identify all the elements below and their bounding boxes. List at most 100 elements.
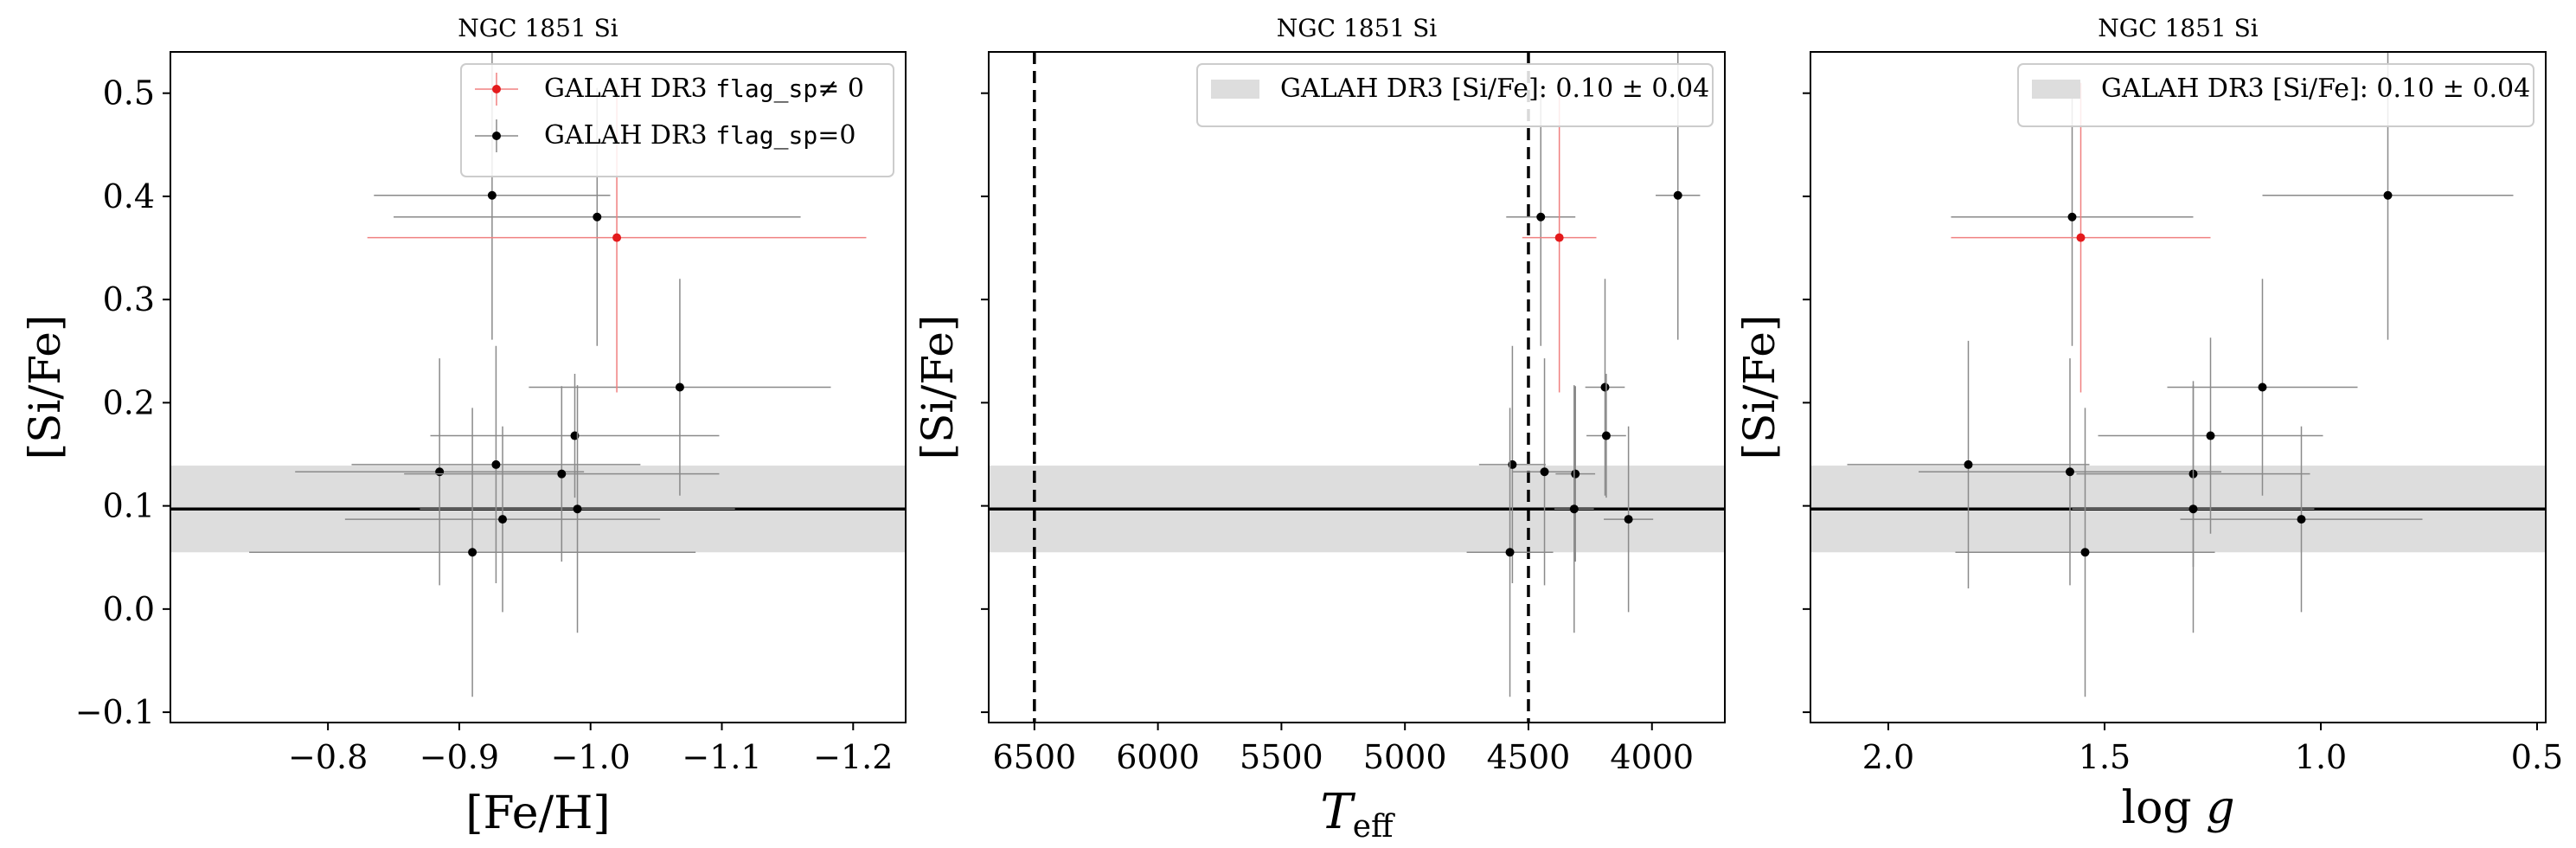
legend-swatch: [1211, 80, 1259, 99]
x-tick-label: 2.0: [1862, 738, 1914, 776]
y-tick-label: −0.1: [75, 693, 155, 731]
panel-title: NGC 1851 Si: [458, 14, 618, 42]
data-point: [1540, 467, 1549, 477]
legend: GALAH DR3 [Si/Fe]: 0.10 ± 0.04: [1196, 63, 1714, 127]
legend-label-suffix: =0: [817, 120, 855, 151]
series-flag-sp-0: [1466, 52, 1701, 697]
y-tick-label: 0.5: [103, 74, 155, 112]
x-axis-label: Teff: [1320, 784, 1395, 845]
x-tick-label: 4000: [1610, 738, 1694, 776]
data-point: [1505, 548, 1515, 557]
data-point: [1964, 459, 1973, 469]
panel-title: NGC 1851 Si: [1277, 14, 1438, 42]
legend-item: GALAH DR3 [Si/Fe]: 0.10 ± 0.04: [2032, 74, 2530, 104]
axes-frame: [988, 51, 1726, 723]
legend-label: GALAH DR3 [Si/Fe]: 0.10 ± 0.04: [1280, 74, 1709, 104]
x-tick-label: 6000: [1116, 738, 1200, 776]
x-tick-label: −1.2: [813, 738, 893, 776]
data-point: [1624, 515, 1633, 524]
x-tick-label: −1.1: [682, 738, 761, 776]
y-tick-label: 0.4: [103, 177, 155, 215]
y-tick-label: 0.2: [103, 383, 155, 421]
data-point: [593, 212, 602, 222]
data-point: [1601, 431, 1611, 440]
legend-label-code: flag_sp: [715, 121, 817, 151]
panel-3: 2.0 1.5 1.0 0.5 NGC 1851 Si [Si/Fe] log g GALAH…: [1734, 14, 2563, 834]
x-axis-label: [Fe/H]: [465, 787, 610, 839]
y-tick-label: 0.3: [103, 280, 155, 318]
x-tick-label: −0.9: [420, 738, 499, 776]
panel-2: 6500 6000 5500 5000 4500 4000 NGC 1851 Si [Si/F…: [913, 14, 1726, 845]
data-point: [487, 190, 497, 200]
y-axis-label: [Si/Fe]: [1734, 315, 1785, 460]
y-tick-label: 0.0: [103, 590, 155, 628]
x-tick-label: −0.8: [288, 738, 368, 776]
x-tick-label: −1.0: [551, 738, 631, 776]
series-flag-sp-nonzero: [1522, 82, 1597, 393]
y-axis-label: [Si/Fe]: [913, 315, 963, 460]
legend-box: [1196, 63, 1714, 127]
data-point: [2258, 382, 2267, 392]
x-tick-label: 6500: [992, 738, 1076, 776]
y-tick-label: 0.1: [103, 487, 155, 525]
data-point: [2067, 212, 2077, 222]
series-flag-sp-nonzero: [1951, 82, 2211, 393]
data-point: [468, 548, 477, 557]
legend: GALAH DR3 [Si/Fe]: 0.10 ± 0.04: [2017, 63, 2534, 127]
plot-area: [170, 52, 906, 697]
panel-1: −0.1 0.0 0.1 0.2 0.3 0.4 0.5 −0.8 −0.9 −1.0 −1.1 −1…: [20, 14, 907, 839]
legend-item: GALAH DR3 flag_sp≠ 0: [475, 73, 864, 106]
legend-label: GALAH DR3 [Si/Fe]: 0.10 ± 0.04: [2101, 74, 2530, 104]
x-axis-label-italic: g: [2206, 782, 2234, 834]
plot-area: [1810, 52, 2546, 697]
x-axis-label-subscript: eff: [1353, 809, 1395, 845]
legend-label: GALAH DR3 flag_sp=0: [544, 120, 855, 151]
data-point: [435, 467, 445, 477]
data-point: [1673, 190, 1682, 200]
legend: GALAH DR3 flag_sp≠ 0 GALAH DR3 flag_sp=0: [460, 63, 894, 177]
data-point: [2188, 504, 2198, 514]
plot-area: [989, 52, 1725, 723]
data-point: [2076, 233, 2086, 242]
data-point: [557, 469, 567, 479]
x-tick-label: 5000: [1363, 738, 1447, 776]
data-point: [573, 504, 582, 514]
legend-item: GALAH DR3 flag_sp=0: [475, 119, 855, 152]
legend-label: GALAH DR3 flag_sp≠ 0: [544, 74, 864, 104]
data-point: [1571, 469, 1580, 479]
data-point: [1554, 233, 1564, 242]
series-flag-sp-0: [249, 52, 831, 697]
x-tick-label: 1.0: [2295, 738, 2347, 776]
x-tick-label: 1.5: [2079, 738, 2131, 776]
data-point: [675, 382, 684, 392]
legend-box: [2017, 63, 2534, 127]
data-point: [2206, 431, 2215, 440]
x-axis-label: log g: [2121, 782, 2234, 834]
axes-frame: [1810, 51, 2547, 723]
data-point: [1600, 382, 1610, 392]
legend-marker: [492, 85, 501, 93]
axes-frame: [170, 51, 907, 723]
data-point: [2080, 548, 2090, 557]
y-axis-label: [Si/Fe]: [20, 315, 70, 460]
series-flag-sp-0: [1847, 52, 2514, 697]
data-point: [2066, 467, 2074, 477]
panel-title: NGC 1851 Si: [2098, 14, 2259, 42]
data-point: [491, 459, 501, 469]
data-point: [2383, 190, 2393, 200]
data-point: [2297, 515, 2306, 524]
legend-label-suffix: ≠ 0: [817, 74, 864, 104]
x-tick-label: 5500: [1240, 738, 1323, 776]
x-tick-label: 0.5: [2511, 738, 2563, 776]
legend-box: [460, 63, 894, 177]
x-tick-label: 4500: [1487, 738, 1571, 776]
data-point: [612, 233, 622, 242]
legend-item: GALAH DR3 [Si/Fe]: 0.10 ± 0.04: [1211, 74, 1709, 104]
legend-marker: [492, 132, 501, 140]
legend-swatch: [2032, 80, 2080, 99]
data-point: [1569, 504, 1579, 514]
legend-label-code: flag_sp: [715, 74, 817, 104]
data-point: [498, 515, 508, 524]
data-point: [1536, 212, 1546, 222]
